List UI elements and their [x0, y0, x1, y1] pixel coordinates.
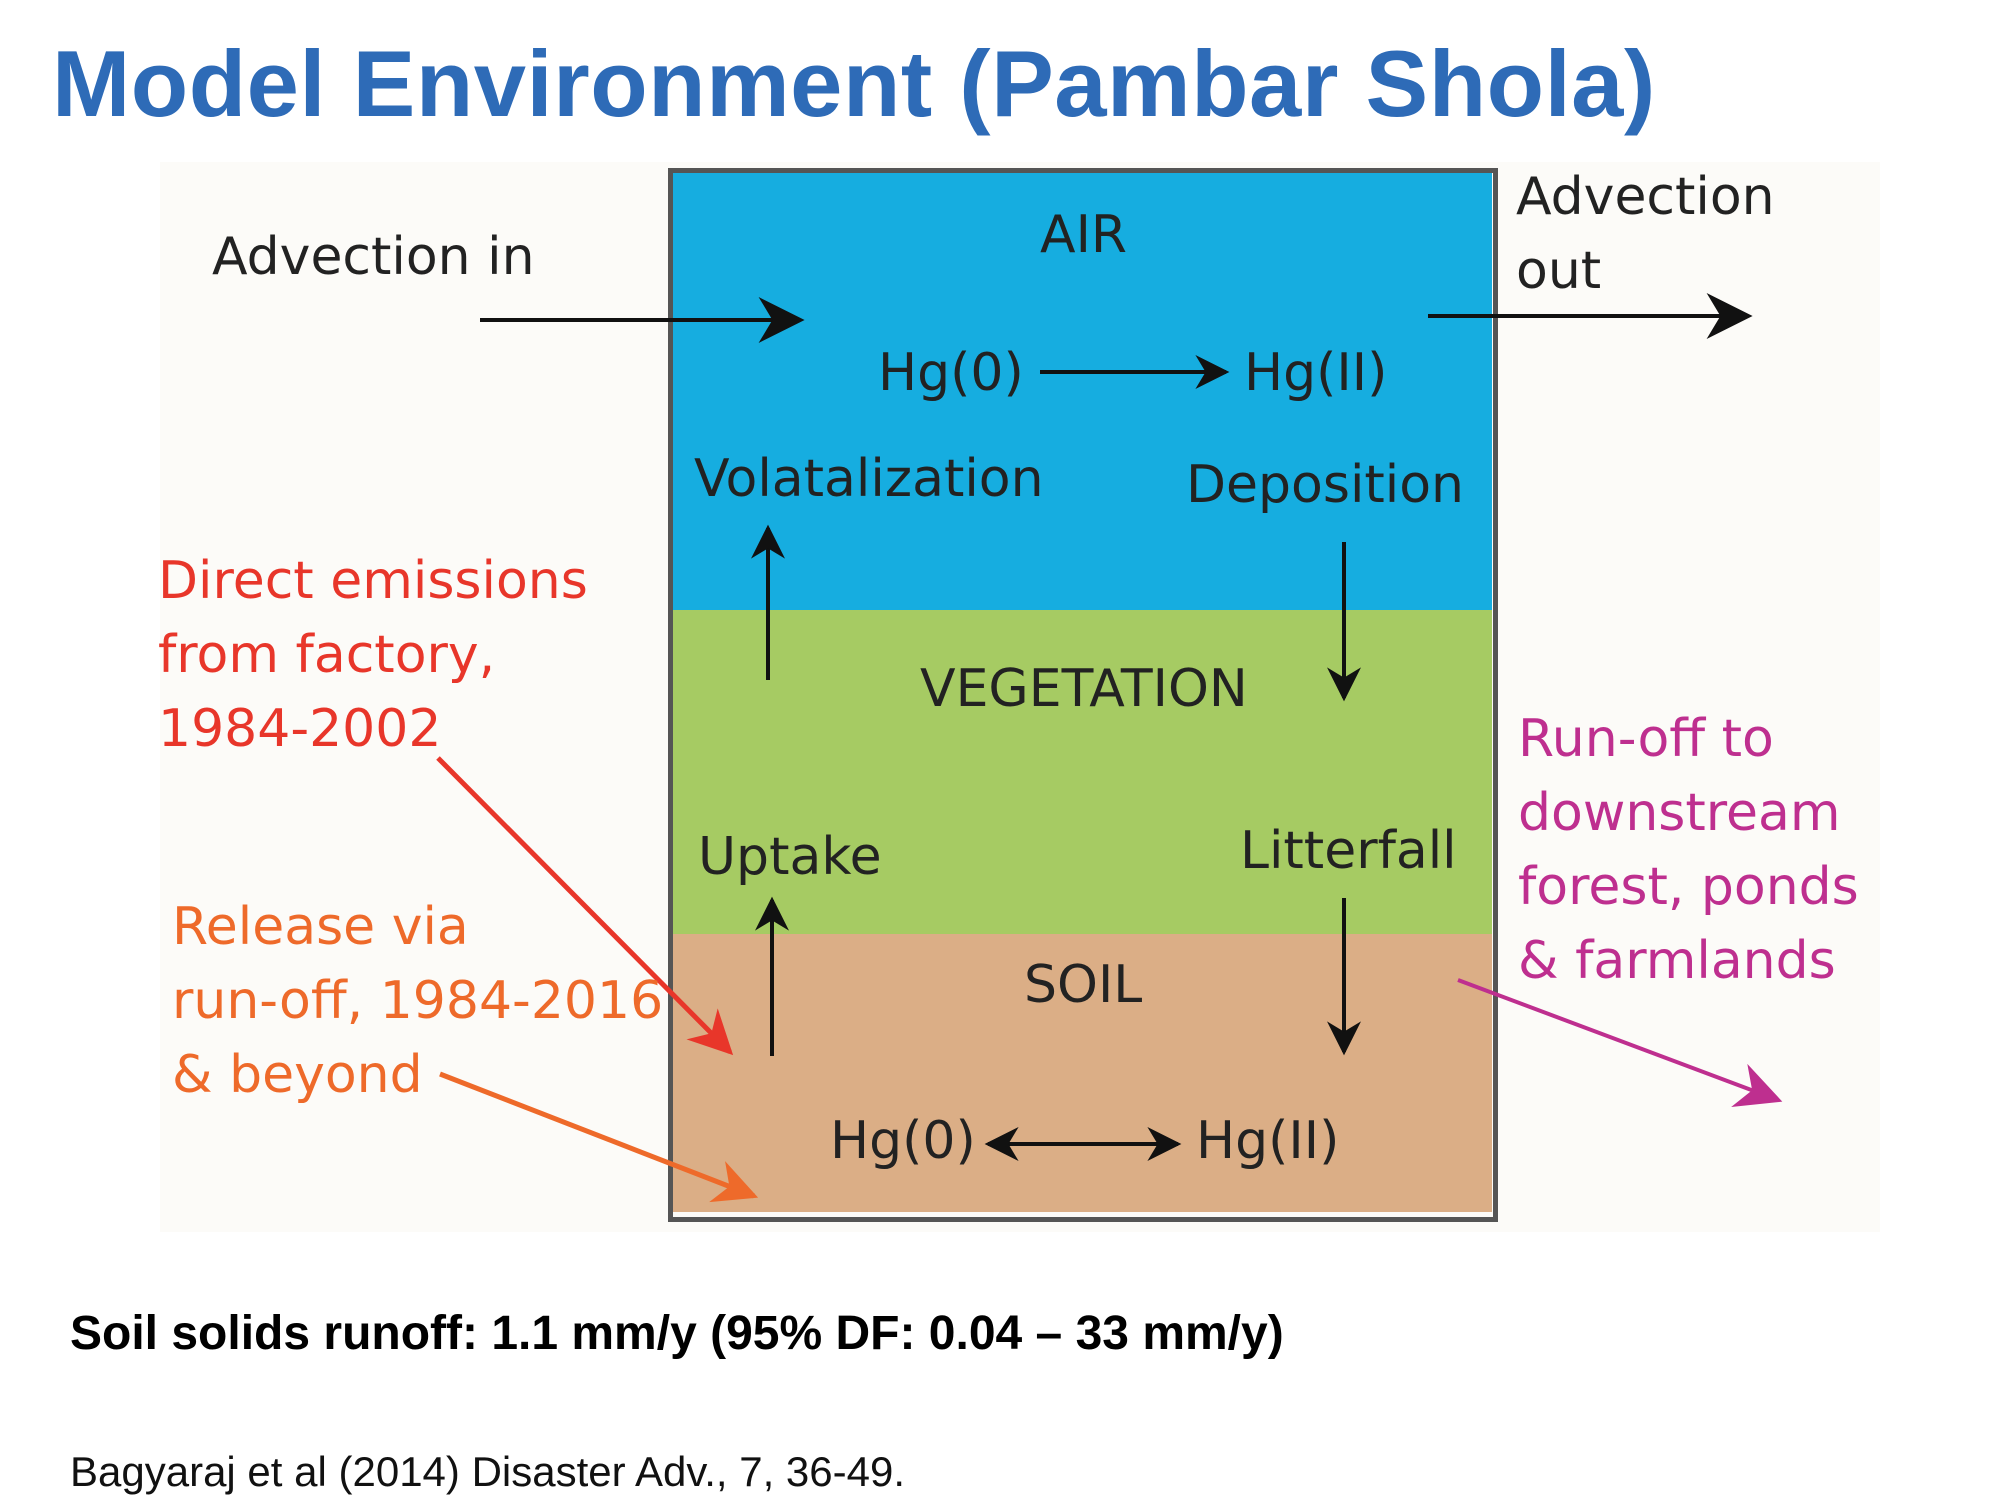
vegetation-compartment-label: VEGETATION [920, 659, 1248, 719]
litterfall-label: Litterfall [1240, 821, 1457, 881]
release-runoff-label-line1: Release via [172, 897, 469, 957]
direct-emissions-arrow [436, 756, 734, 1056]
advection-in-label: Advection in [212, 227, 535, 287]
release-runoff-label-line3: & beyond [172, 1045, 423, 1105]
soil-runoff-note: Soil solids runoff: 1.1 mm/y (95% DF: 0.… [70, 1307, 1284, 1360]
volatalization-label: Volatalization [694, 449, 1044, 509]
vegetation-compartment [672, 610, 1492, 934]
slide-title: Model Environment (Pambar Shola) [52, 31, 1656, 136]
release-runoff-arrow [439, 1071, 759, 1203]
air-hg0-label: Hg(0) [878, 343, 1024, 403]
air-compartment [672, 172, 1492, 610]
soil-hg0-label: Hg(0) [830, 1111, 976, 1171]
air-compartment-label: AIR [1040, 205, 1128, 265]
downstream-runoff-arrow [1457, 978, 1783, 1107]
advection-out-label-line1: Advection [1516, 167, 1775, 227]
direct-emissions-label-line1: Direct emissions [158, 551, 588, 611]
direct-emissions-label-line3: 1984-2002 [158, 699, 442, 759]
downstream-runoff-label-line3: forest, ponds [1518, 857, 1859, 917]
soil-compartment-label: SOIL [1024, 955, 1143, 1015]
advection-out-label-line2: out [1516, 241, 1602, 301]
soil-compartment [672, 934, 1492, 1212]
soil-hg2-label: Hg(II) [1196, 1111, 1340, 1171]
model-box-border [668, 168, 1498, 1222]
air-hg2-label: Hg(II) [1244, 343, 1388, 403]
direct-emissions-label-line2: from factory, [158, 625, 496, 685]
citation: Bagyaraj et al (2014) Disaster Adv., 7, … [70, 1448, 905, 1495]
downstream-runoff-label-line1: Run-off to [1518, 709, 1774, 769]
release-runoff-label-line2: run-off, 1984-2016 [172, 971, 664, 1031]
uptake-label: Uptake [698, 827, 882, 887]
downstream-runoff-label-line4: & farmlands [1518, 931, 1836, 991]
deposition-label: Deposition [1186, 455, 1465, 515]
downstream-runoff-label-line2: downstream [1518, 783, 1841, 843]
